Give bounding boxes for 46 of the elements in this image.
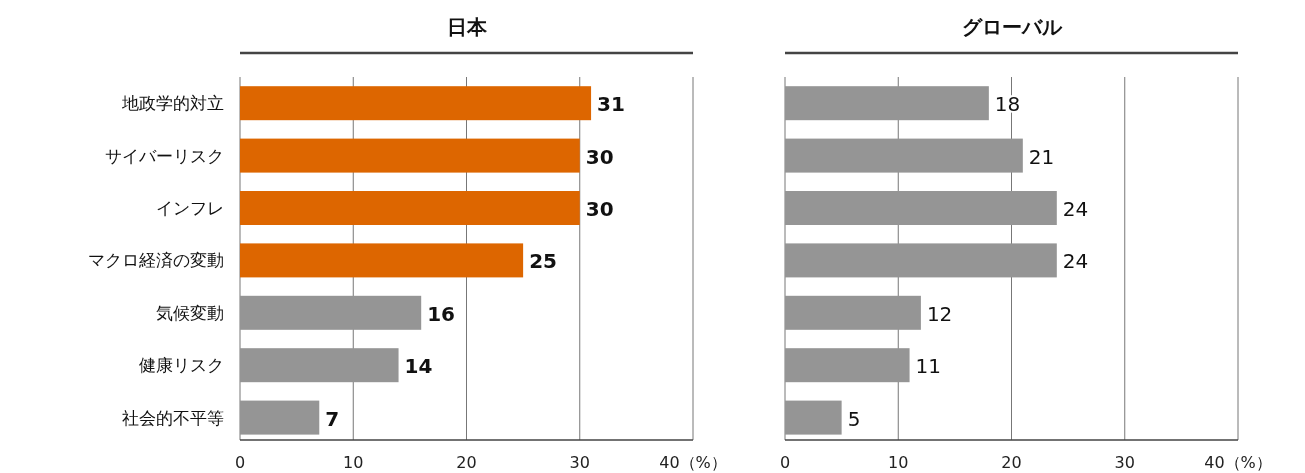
data-label: 24	[1062, 249, 1089, 274]
chart-title: グローバル	[961, 15, 1063, 39]
bar	[785, 348, 910, 383]
bar	[785, 191, 1057, 225]
data-label: 31	[597, 92, 625, 117]
data-label: 30	[585, 144, 614, 169]
data-label: 24	[1062, 197, 1089, 221]
x-tick-label: 0	[234, 453, 246, 472]
x-tick-label: 30	[1114, 453, 1135, 472]
x-tick-label: 30	[569, 453, 590, 472]
data-label: 25	[529, 249, 557, 274]
bar	[240, 295, 422, 330]
bar	[240, 191, 580, 225]
bar	[785, 86, 989, 121]
data-label: 12	[926, 301, 953, 326]
bar	[785, 138, 1023, 173]
bar	[785, 295, 921, 330]
bar	[240, 400, 320, 435]
y-tick-label: サイバーリスク	[105, 145, 224, 166]
x-tick-label: 20	[1001, 453, 1022, 472]
y-tick-label: インフレ	[156, 198, 224, 218]
data-label: 7	[325, 406, 340, 431]
y-tick-label: 社会的不平等	[122, 407, 224, 428]
data-label: 11	[915, 354, 942, 379]
bar	[240, 243, 524, 278]
data-label: 21	[1028, 144, 1055, 169]
y-tick-label: 健康リスク	[139, 355, 224, 376]
x-tick-label: 20	[456, 453, 477, 472]
y-tick-label: マクロ経済の変動	[88, 250, 224, 271]
x-tick-label: 0	[779, 453, 791, 472]
data-label: 5	[847, 406, 861, 431]
chart-title: 日本	[446, 15, 488, 39]
data-label: 16	[427, 301, 456, 326]
x-tick-label: 10	[343, 453, 364, 472]
bar	[785, 243, 1057, 278]
data-label: 30	[585, 197, 614, 221]
bar	[240, 86, 592, 121]
x-tick-label: 10	[888, 453, 909, 472]
y-tick-label: 気候変動	[156, 302, 224, 323]
x-tick-label: 40（%）	[659, 453, 727, 472]
y-tick-label: 地政学的対立	[121, 93, 224, 114]
x-tick-label: 40（%）	[1204, 453, 1272, 472]
data-label: 14	[404, 354, 433, 379]
bar	[240, 138, 580, 173]
bar	[785, 400, 842, 435]
bar	[240, 348, 399, 383]
